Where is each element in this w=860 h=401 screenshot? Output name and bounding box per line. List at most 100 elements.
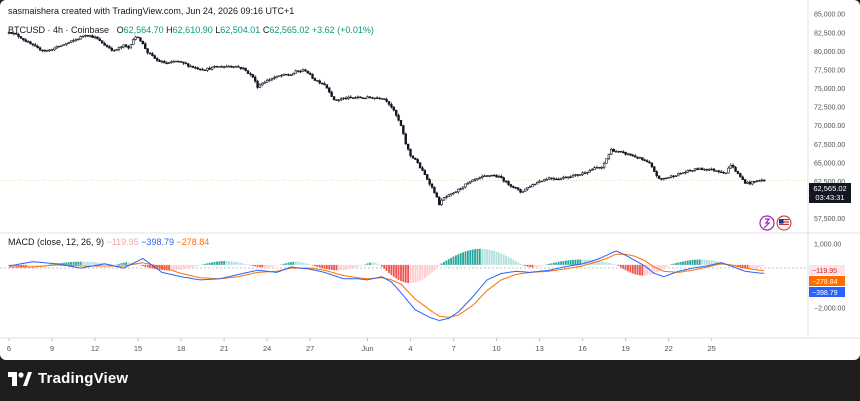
macd-histogram-bar [567,260,570,265]
candle-up [189,65,192,68]
change-value: +3.62 (+0.01%) [311,25,374,35]
candle-up [524,188,527,192]
candle-down [741,176,744,180]
macd-histogram-bar [20,264,22,267]
candle-up [710,168,713,171]
dividend-event-icon[interactable] [759,215,775,231]
candle-down [743,179,747,184]
candle-down [328,87,331,93]
candle-down [43,49,47,52]
macd-histogram-bar [665,264,668,268]
candle-up [48,49,51,51]
macd-histogram-bar [400,264,402,282]
candle-down [748,181,752,185]
macd-histogram-bar [495,251,498,265]
macd-histogram-bar [395,264,398,279]
macd-legend-macd: −398.79 [141,237,174,247]
candle-up [547,177,551,180]
macd-histogram-bar [70,262,73,265]
macd-histogram-bar [354,264,357,268]
candle-down [371,97,374,99]
close-value: 62,565.02 [269,25,310,35]
macd-hist-badge: −119.95 [809,265,845,275]
candle-up [485,175,489,177]
macd-histogram-bar [670,264,672,265]
macd-histogram-bar [247,264,249,266]
macd-histogram-bar [48,264,51,266]
candle-up [626,153,630,155]
macd-histogram-bar [156,264,159,270]
candle-up [115,49,118,51]
macd-histogram-bar [223,261,225,265]
macd-histogram-bar [345,264,347,270]
candle-down [390,104,393,108]
candle-down [385,99,388,102]
candle-down [712,168,716,172]
candle-down [320,82,324,85]
macd-histogram-bar [689,260,692,265]
macd-histogram-bar [529,264,531,268]
macd-histogram-bar [744,264,747,269]
price-tick-label: 62,500.00 [814,179,845,186]
candle-down [648,161,651,164]
candle-up [373,97,376,99]
candle-up [270,78,274,81]
candle-down [246,70,250,74]
macd-histogram-bar [32,264,34,267]
macd-histogram-bar [34,264,37,267]
candle-up [521,190,525,193]
macd-histogram-bar [715,261,718,265]
candle-down [139,37,142,42]
candle-down [299,70,302,73]
candle-down [512,186,515,188]
candle-up [81,35,85,38]
macd-legend-name[interactable]: MACD (close, 12, 26, 9) [8,237,105,247]
macd-histogram-bar [129,262,132,265]
candle-down [488,175,491,177]
candle-down [127,46,130,49]
candle-up [356,96,360,99]
macd-histogram-bar [741,264,744,269]
low-value: 62,504.01 [220,25,261,35]
candle-up [588,170,591,173]
us-economic-event-icon[interactable] [776,215,792,231]
candle-up [122,44,125,48]
candle-down [406,143,410,150]
candle-down [643,159,646,161]
candle-down [215,65,219,68]
candle-up [590,169,594,171]
candle-down [96,36,99,40]
macd-histogram-bar [428,264,431,275]
macd-histogram-bar [254,264,257,267]
macd-histogram-bar [598,261,601,265]
macd-histogram-bar [457,254,460,265]
candle-up [593,167,596,170]
macd-histogram-bar [208,262,211,265]
symbol-label[interactable]: BTCUSD · 4h · Coinbase [8,25,110,35]
candle-down [165,62,168,65]
macd-histogram-bar [414,264,417,283]
candle-up [562,176,565,179]
candle-up [464,183,467,188]
macd-histogram-bar [545,264,548,265]
time-tick-label: 24 [263,344,271,353]
candle-down [502,177,505,182]
macd-signal-badge-value: −278.84 [812,279,838,286]
macd-histogram-bar [220,261,223,265]
macd-histogram-bar [239,262,242,265]
macd-histogram-bar [466,250,469,265]
candle-up [676,173,680,177]
candle-down [304,69,307,72]
macd-histogram-bar [86,261,89,265]
candle-down [569,176,572,178]
macd-histogram-bar [177,264,180,270]
candle-down [344,97,348,100]
macd-histogram-bar [187,264,190,269]
macd-histogram-bar [113,264,116,266]
macd-histogram-bar [168,264,171,271]
candle-down [519,189,522,193]
candle-up [89,35,92,37]
chart-svg: 85,000.00 82,500.00 80,000.00 77,500.00 75,0… [0,0,860,353]
candle-up [347,96,350,100]
candle-up [442,197,446,201]
